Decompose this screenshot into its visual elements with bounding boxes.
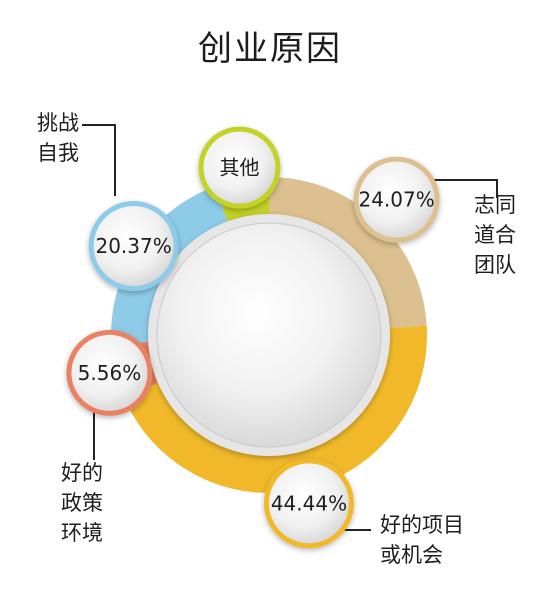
- leader-line: [434, 179, 498, 198]
- category-label: 好的: [61, 461, 103, 485]
- category-label: 环境: [61, 521, 103, 545]
- category-label: 志同: [474, 193, 516, 217]
- leader-line: [82, 124, 116, 196]
- value-bubble: [71, 334, 148, 411]
- data-label: 20.37%: [95, 234, 171, 258]
- data-label: 其他: [219, 156, 259, 180]
- data-label: 5.56%: [78, 361, 142, 385]
- category-label: 自我: [37, 141, 79, 165]
- value-bubble: [93, 206, 174, 287]
- value-bubbles-layer: 24.07% 44.44% 5.56% 20.37% 其他: [66, 126, 440, 549]
- category-label: 政策: [61, 491, 103, 515]
- value-bubble: [358, 161, 435, 238]
- center-disc: [156, 222, 382, 448]
- category-label: 好的项目: [380, 513, 464, 537]
- category-label: 团队: [474, 253, 516, 277]
- value-bubble: [203, 131, 276, 204]
- category-label: 挑战: [37, 111, 79, 135]
- data-label: 24.07%: [358, 188, 434, 212]
- category-label: 或机会: [380, 543, 443, 567]
- value-bubble: [268, 463, 349, 544]
- category-label: 道合: [474, 223, 516, 247]
- chart-title: 创业原因: [198, 29, 342, 69]
- data-label: 44.44%: [271, 491, 347, 515]
